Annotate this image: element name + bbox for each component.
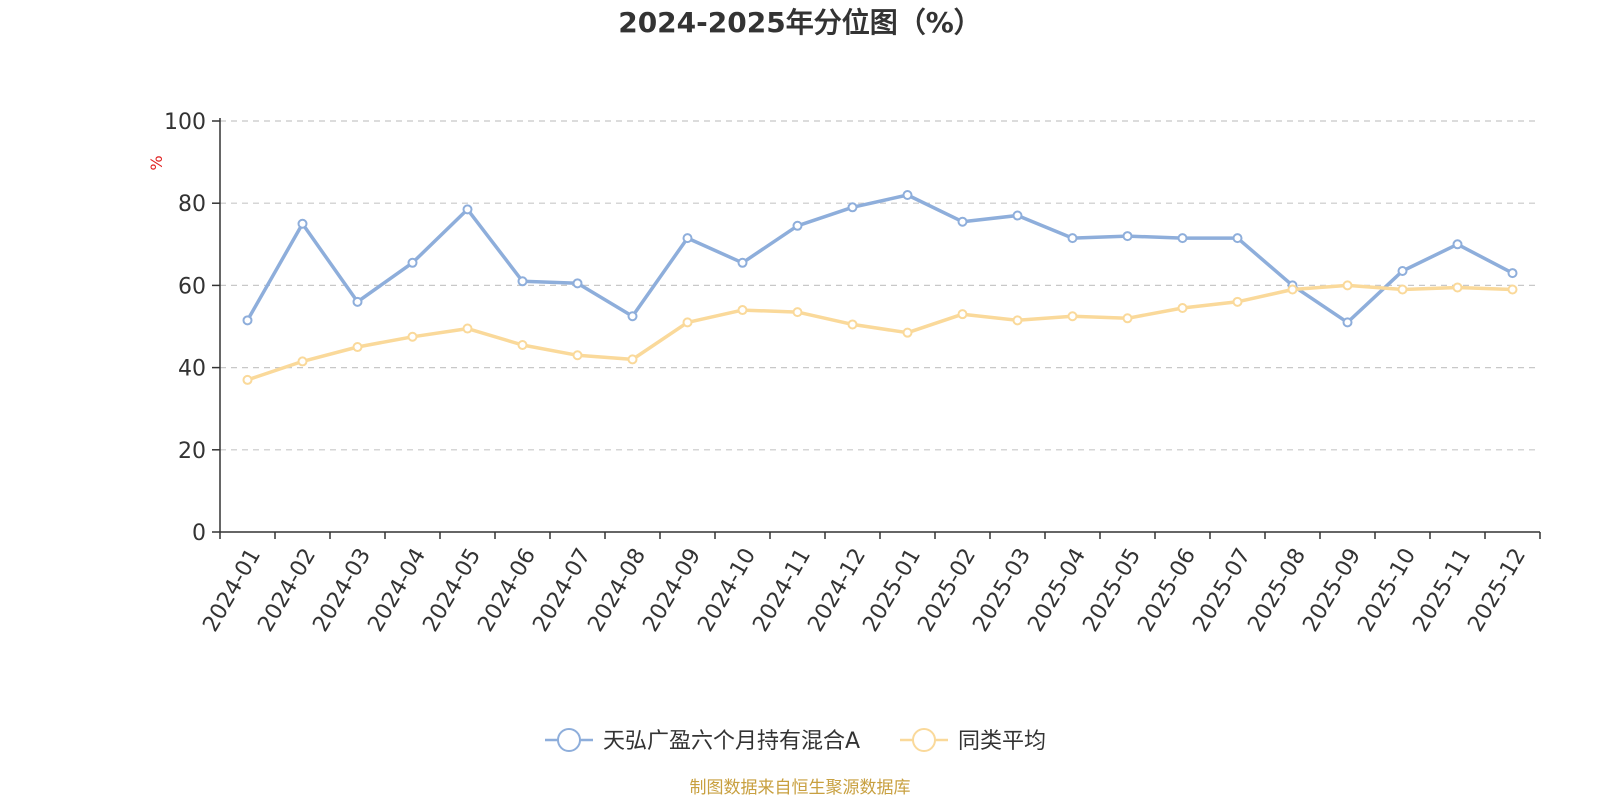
y-axis-label: % — [147, 155, 166, 170]
data-point — [792, 220, 803, 231]
data-point — [627, 311, 638, 322]
data-point — [352, 342, 363, 353]
data-point — [1287, 284, 1298, 295]
y-tick-label: 60 — [178, 274, 206, 299]
legend-marker — [557, 728, 581, 752]
data-point — [572, 350, 583, 361]
y-tick-label: 40 — [178, 357, 206, 382]
chart-title: 2024-2025年分位图（%） — [618, 6, 982, 39]
data-point — [847, 319, 858, 330]
legend-label: 天弘广盈六个月持有混合A — [603, 729, 860, 754]
data-point — [1342, 280, 1353, 291]
data-point — [407, 257, 418, 268]
data-point — [1012, 210, 1023, 221]
data-point — [1452, 282, 1463, 293]
legend-label: 同类平均 — [958, 729, 1046, 754]
data-point — [462, 204, 473, 215]
data-point — [1507, 284, 1518, 295]
data-point — [242, 374, 253, 385]
data-point — [517, 276, 528, 287]
series-lines — [245, 193, 1515, 382]
data-point — [682, 317, 693, 328]
y-tick-label: 20 — [178, 439, 206, 464]
data-point — [407, 331, 418, 342]
data-point — [847, 202, 858, 213]
data-point — [1507, 268, 1518, 279]
data-point — [297, 218, 308, 229]
legend-item-1[interactable]: 天弘广盈六个月持有混合A — [545, 728, 860, 754]
data-point — [517, 339, 528, 350]
grid-lines — [220, 120, 1540, 451]
axes: 0204060801002024-012024-022024-032024-04… — [164, 110, 1541, 636]
data-point — [242, 315, 253, 326]
data-point — [957, 309, 968, 320]
data-point — [1177, 233, 1188, 244]
data-point — [1342, 317, 1353, 328]
data-point — [572, 278, 583, 289]
data-point — [1397, 284, 1408, 295]
y-tick-label: 0 — [192, 521, 206, 546]
data-point — [462, 323, 473, 334]
data-point — [792, 307, 803, 318]
data-point — [682, 233, 693, 244]
y-tick-label: 80 — [178, 192, 206, 217]
data-point — [352, 296, 363, 307]
data-point — [1452, 239, 1463, 250]
data-point — [902, 327, 913, 338]
data-point — [1122, 231, 1133, 242]
legend[interactable]: 天弘广盈六个月持有混合A 同类平均 — [545, 728, 1046, 754]
legend-item-2[interactable]: 同类平均 — [900, 728, 1046, 754]
series-line-1 — [245, 193, 1515, 325]
legend-marker — [912, 728, 936, 752]
data-point — [627, 354, 638, 365]
data-point — [1012, 315, 1023, 326]
source-note: 制图数据来自恒生聚源数据库 — [690, 778, 911, 798]
data-point — [1232, 233, 1243, 244]
data-point — [297, 356, 308, 367]
data-point — [1232, 296, 1243, 307]
data-point — [737, 305, 748, 316]
y-tick-label: 100 — [164, 110, 206, 135]
data-point — [902, 189, 913, 200]
series-line-2 — [245, 283, 1515, 382]
data-point — [1177, 303, 1188, 314]
data-point — [1122, 313, 1133, 324]
data-point — [737, 257, 748, 268]
data-point — [1067, 311, 1078, 322]
data-point — [957, 216, 968, 227]
data-point — [1067, 233, 1078, 244]
data-points — [242, 189, 1518, 385]
data-point — [1397, 266, 1408, 277]
